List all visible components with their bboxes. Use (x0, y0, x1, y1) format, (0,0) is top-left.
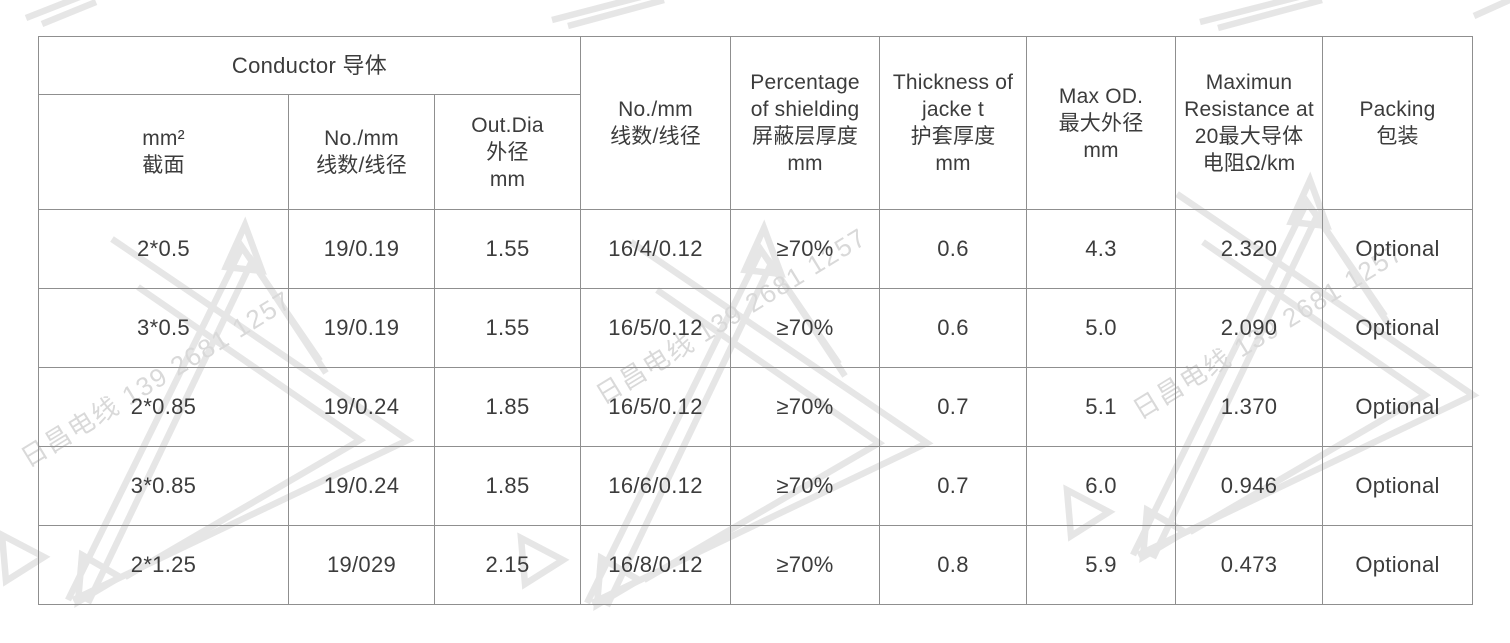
column-header-7: Maximun Resistance at 20最大导体 电阻Ω/km (1175, 36, 1324, 210)
table-cell: 0.8 (879, 525, 1028, 605)
header-line: No./mm (324, 127, 399, 150)
table-cell: 0.473 (1175, 525, 1324, 605)
table-cell: 16/8/0.12 (580, 525, 732, 605)
table-cell: 19/0.19 (288, 288, 435, 368)
header-line: Percentage (750, 71, 860, 94)
header-line: Maximun (1205, 71, 1293, 94)
header-line: mm² (142, 127, 185, 150)
header-line: jacke t (921, 98, 985, 121)
table-cell: 1.85 (433, 367, 582, 447)
table-cell: 0.6 (879, 209, 1028, 289)
table-cell: 5.0 (1026, 288, 1177, 368)
header-line: Max OD. (1058, 84, 1144, 108)
table-cell: 1.85 (433, 446, 582, 526)
table-cell: 4.3 (1026, 209, 1177, 289)
table-cell: ≥70% (730, 525, 881, 605)
column-header-5: Thickness of jacke t 护套厚度 mm (879, 36, 1028, 210)
header-line: 20最大导体 (1194, 125, 1304, 148)
table-cell: 16/6/0.12 (580, 446, 732, 526)
column-header-2: Out.Dia 外径 mm (433, 94, 582, 210)
header-line: Resistance at (1184, 98, 1314, 121)
table-cell: 5.1 (1026, 367, 1177, 447)
table-cell: Optional (1322, 288, 1474, 368)
table-cell: 1.55 (433, 288, 582, 368)
table-cell: 19/0.24 (288, 446, 435, 526)
table-cell: ≥70% (730, 288, 881, 368)
header-line: mm (935, 152, 971, 175)
table-cell: 0.946 (1175, 446, 1324, 526)
table-cell: ≥70% (730, 209, 881, 289)
table-cell: 0.7 (879, 446, 1028, 526)
table-cell: ≥70% (730, 367, 881, 447)
table-cell: 5.9 (1026, 525, 1177, 605)
table-cell: 3*0.5 (38, 288, 289, 368)
column-header-8: Packing 包装 (1322, 36, 1474, 210)
header-line: 电阻Ω/km (1202, 152, 1296, 175)
header-line: Thickness of (892, 71, 1014, 94)
table-cell: 1.55 (433, 209, 582, 289)
column-header-0: mm² 截面 (38, 94, 289, 210)
spec-table: Conductor 导体 No./mm 线数/线径 Percentage of shie… (37, 36, 1474, 605)
header-line: 截面 (142, 154, 185, 177)
table-cell: 2.090 (1175, 288, 1324, 368)
table-cell: 3*0.85 (38, 446, 289, 526)
table-cell: 2*0.85 (38, 367, 289, 447)
column-header-6: Max OD. 最大外径 mm (1026, 36, 1177, 210)
header-line: 屏蔽层厚度 (752, 125, 859, 148)
table-cell: 0.7 (879, 367, 1028, 447)
header-line: mm (787, 152, 823, 175)
header-line: Out.Dia (471, 113, 544, 137)
column-header-1: No./mm 线数/线径 (288, 94, 435, 210)
table-row: 3*0.85 19/0.24 1.85 16/6/0.12 ≥70% 0.7 6.0 0.94… (38, 446, 1474, 526)
table-row: 3*0.5 19/0.19 1.55 16/5/0.12 ≥70% 0.6 5.0 2.090… (38, 288, 1474, 368)
header-line: 外径 (486, 140, 529, 164)
table-cell: Optional (1322, 446, 1474, 526)
table-cell: 2.15 (433, 525, 582, 605)
table-cell: Optional (1322, 209, 1474, 289)
header-line: mm (489, 167, 526, 191)
table-row: 2*1.25 19/029 2.15 16/8/0.12 ≥70% 0.8 5.9 0.473… (38, 525, 1474, 605)
column-header-3: No./mm 线数/线径 (580, 36, 732, 210)
table-cell: 19/029 (288, 525, 435, 605)
table-cell: Optional (1322, 367, 1474, 447)
table-row: 2*0.5 19/0.19 1.55 16/4/0.12 ≥70% 0.6 4.3 2.320… (38, 209, 1474, 289)
table-cell: 2*0.5 (38, 209, 289, 289)
header-line: 线数/线径 (316, 154, 407, 177)
watermark-edge-fragments (24, 0, 1510, 32)
header-line: No./mm (618, 98, 693, 121)
table-cell: 16/5/0.12 (580, 288, 732, 368)
table-cell: 6.0 (1026, 446, 1177, 526)
header-line: mm (1083, 138, 1119, 162)
table-cell: 1.370 (1175, 367, 1324, 447)
table-row: 2*0.85 19/0.24 1.85 16/5/0.12 ≥70% 0.7 5.1 1.37… (38, 367, 1474, 447)
header-line: 护套厚度 (910, 125, 996, 148)
table-cell: 19/0.24 (288, 367, 435, 447)
table-header: Conductor 导体 No./mm 线数/线径 Percentage of shie… (37, 36, 1474, 210)
column-header-4: Percentage of shielding 屏蔽层厚度 mm (730, 36, 881, 210)
table-body: 2*0.5 19/0.19 1.55 16/4/0.12 ≥70% 0.6 4.3 2.320… (38, 209, 1474, 605)
conductor-group-header: Conductor 导体 (37, 36, 582, 95)
table-cell: ≥70% (730, 446, 881, 526)
table-cell: 2*1.25 (38, 525, 289, 605)
table-cell: 0.6 (879, 288, 1028, 368)
table-cell: 16/5/0.12 (580, 367, 732, 447)
header-line: Packing (1359, 98, 1436, 121)
table-cell: Optional (1322, 525, 1474, 605)
table-cell: 16/4/0.12 (580, 209, 732, 289)
header-line: 包装 (1376, 125, 1419, 148)
header-line: 线数/线径 (610, 125, 701, 148)
header-line: 最大外径 (1058, 111, 1144, 135)
header-line: of shielding (750, 98, 860, 121)
table-cell: 2.320 (1175, 209, 1324, 289)
table-cell: 19/0.19 (288, 209, 435, 289)
